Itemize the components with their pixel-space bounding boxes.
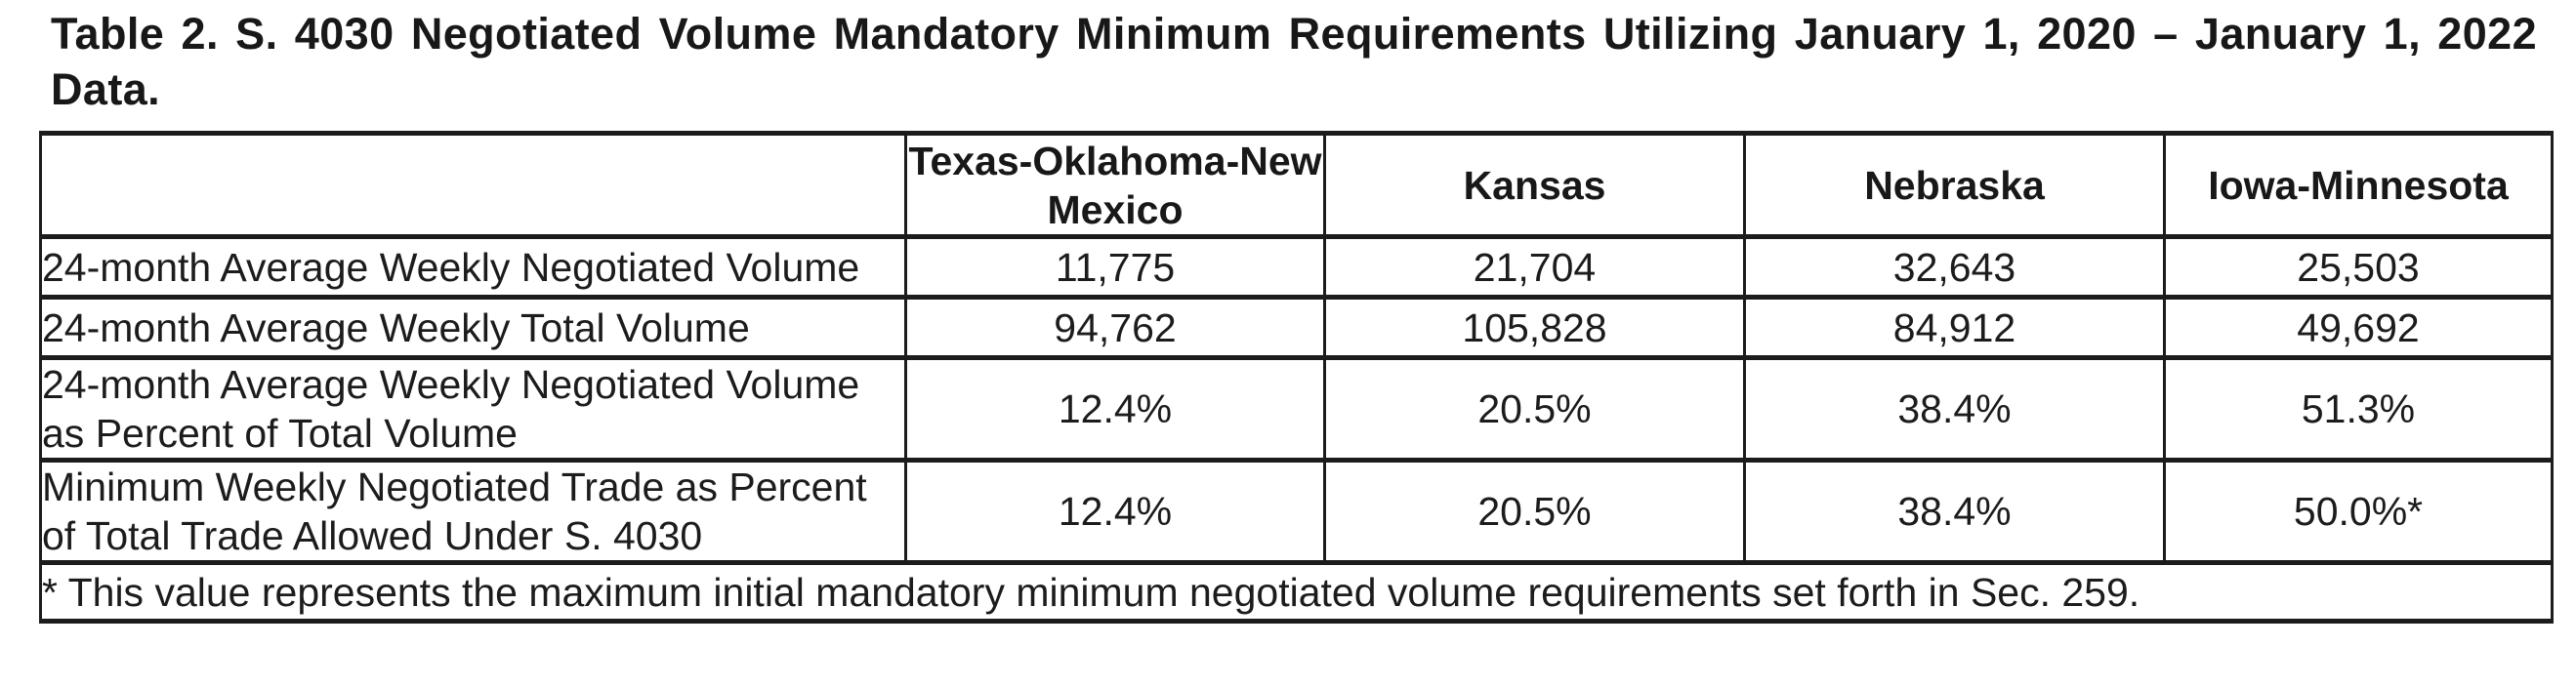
header-row: Texas-Oklahoma-New Mexico Kansas Nebrask…	[39, 131, 2554, 239]
table-row-negotiated-volume: 24-month Average Weekly Negotiated Volum…	[39, 234, 2554, 300]
value-cell: 25,503	[2163, 234, 2554, 300]
value-cell: 38.4%	[1743, 355, 2166, 463]
value-cell: 20.5%	[1323, 355, 1746, 463]
table-row-negotiated-percent: 24-month Average Weekly Negotiated Volum…	[39, 355, 2554, 463]
table-row-minimum-requirement: Minimum Weekly Negotiated Trade as Perce…	[39, 458, 2554, 565]
column-header-iowa-minnesota: Iowa-Minnesota	[2163, 131, 2554, 239]
row-label: Minimum Weekly Negotiated Trade as Perce…	[39, 458, 907, 565]
value-cell: 105,828	[1323, 295, 1746, 360]
value-cell: 50.0%*	[2163, 458, 2554, 565]
document-page: Table 2. S. 4030 Negotiated Volume Manda…	[0, 6, 2576, 687]
value-cell: 84,912	[1743, 295, 2166, 360]
value-cell: 11,775	[904, 234, 1326, 300]
row-label: 24-month Average Weekly Negotiated Volum…	[39, 355, 907, 463]
table-row-total-volume: 24-month Average Weekly Total Volume 94,…	[39, 295, 2554, 360]
value-cell: 38.4%	[1743, 458, 2166, 565]
value-cell: 12.4%	[904, 458, 1326, 565]
value-cell: 32,643	[1743, 234, 2166, 300]
column-header-kansas: Kansas	[1323, 131, 1746, 239]
value-cell: 20.5%	[1323, 458, 1746, 565]
data-table: Texas-Oklahoma-New Mexico Kansas Nebrask…	[39, 131, 2554, 624]
row-label: 24-month Average Weekly Total Volume	[39, 295, 907, 360]
value-cell: 21,704	[1323, 234, 1746, 300]
value-cell: 51.3%	[2163, 355, 2554, 463]
value-cell: 94,762	[904, 295, 1326, 360]
table-footnote-row: * This value represents the maximum init…	[39, 560, 2554, 624]
column-header-nebraska: Nebraska	[1743, 131, 2166, 239]
value-cell: 12.4%	[904, 355, 1326, 463]
table-caption: Table 2. S. 4030 Negotiated Volume Manda…	[51, 9, 2537, 114]
row-label: 24-month Average Weekly Negotiated Volum…	[39, 234, 907, 300]
column-header-texas-oklahoma-new-mexico: Texas-Oklahoma-New Mexico	[904, 131, 1326, 239]
column-header-empty	[39, 131, 907, 239]
table-footnote: * This value represents the maximum init…	[39, 560, 2554, 624]
value-cell: 49,692	[2163, 295, 2554, 360]
